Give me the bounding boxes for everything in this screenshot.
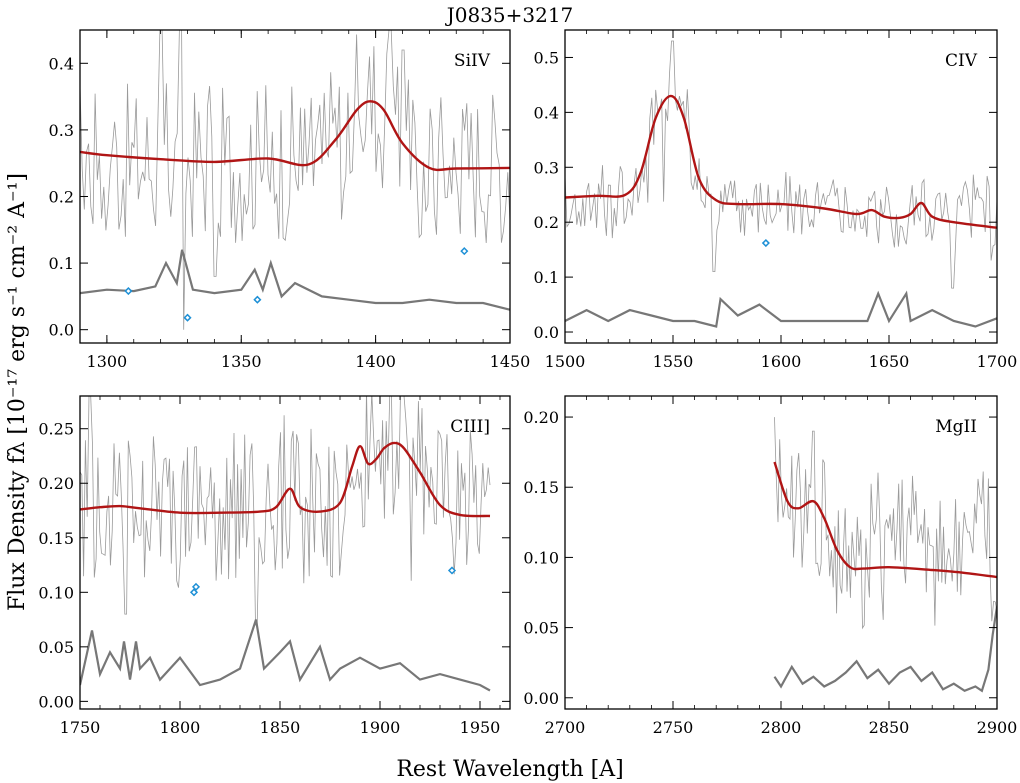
observed-spectrum	[80, 396, 491, 626]
panel-ciii: 1750 1800 1850 1900 1950 0.00 0.05 0.10 0.15 0.20…	[38, 395, 511, 737]
x-tick-label: 2850	[869, 718, 910, 737]
x-tick-label: 2700	[545, 718, 586, 737]
x-tick-label: 1650	[869, 352, 910, 371]
panel-siiv: 1300 1350 1400 1450 0.0 0.1 0.2 0.3 0.4 SiIV	[49, 29, 531, 371]
observed-spectrum	[774, 417, 997, 630]
panel-frame	[564, 29, 998, 344]
x-tick-label: 1400	[355, 352, 396, 371]
absorption-marker	[460, 247, 469, 256]
plot-area	[80, 30, 510, 330]
y-tick-label: 0.2	[534, 213, 559, 232]
x-tick-label: 1300	[87, 352, 128, 371]
y-tick-label: 0.00	[523, 689, 559, 708]
x-tick-label: 1950	[460, 718, 501, 737]
error-spectrum	[773, 606, 997, 693]
panel-label: SiIV	[454, 51, 491, 71]
y-tick-label: 0.3	[534, 158, 559, 177]
x-tick-label: 2750	[653, 718, 694, 737]
y-tick-label: 0.2	[49, 187, 74, 206]
y-tick-label: 0.0	[534, 323, 559, 342]
y-tick-label: 0.05	[523, 619, 559, 638]
model-fit	[80, 441, 491, 518]
panel-frame	[79, 29, 511, 344]
x-tick-label: 2900	[977, 718, 1018, 737]
x-tick-label: 1700	[977, 352, 1018, 371]
y-axis-label: Flux Density fλ [10⁻¹⁷ erg s⁻¹ cm⁻² A⁻¹]	[5, 173, 30, 611]
y-tick-label: 0.10	[523, 548, 559, 567]
model-fit	[773, 461, 997, 579]
panel-label: CIV	[945, 51, 978, 71]
absorption-marker	[189, 588, 199, 597]
y-tick-label: 0.00	[38, 692, 74, 711]
y-tick-label: 0.1	[49, 254, 74, 273]
x-tick-label: 1800	[160, 718, 201, 737]
error-spectrum	[565, 290, 997, 328]
model-fit	[565, 94, 997, 229]
panel-label: CIII]	[450, 417, 490, 437]
plot-area	[565, 40, 997, 328]
absorption-marker	[183, 313, 192, 322]
panel-label: MgII	[935, 417, 977, 437]
absorption-marker	[124, 286, 133, 296]
panel-frame	[564, 395, 998, 710]
observed-spectrum	[565, 40, 997, 289]
panel-mgii: 2700 2750 2800 2850 2900 0.00 0.05 0.10 0.15 0.20…	[523, 395, 1018, 737]
panel-frame	[79, 395, 511, 710]
plot-area	[773, 417, 997, 693]
absorption-marker	[447, 566, 457, 575]
panel-civ: 1500 1550 1600 1650 1700 0.0 0.1 0.2 0.3 0.4 0.5 CI…	[534, 29, 1018, 371]
x-tick-label: 1450	[490, 352, 531, 371]
x-axis-label: Rest Wavelength [A]	[396, 757, 623, 782]
error-spectrum	[80, 249, 510, 311]
x-tick-label: 1850	[260, 718, 301, 737]
x-tick-label: 1500	[545, 352, 586, 371]
y-tick-label: 0.15	[523, 478, 559, 497]
absorption-marker	[253, 295, 262, 304]
y-tick-label: 0.05	[38, 638, 74, 657]
y-tick-label: 0.20	[523, 408, 559, 427]
plot-area	[80, 396, 491, 692]
y-tick-label: 0.4	[534, 103, 559, 122]
x-tick-label: 1350	[221, 352, 262, 371]
absorption-marker	[191, 582, 201, 591]
y-tick-label: 0.20	[38, 474, 74, 493]
observed-spectrum	[80, 30, 510, 330]
x-tick-label: 1600	[761, 352, 802, 371]
x-tick-label: 1900	[360, 718, 401, 737]
y-tick-label: 0.15	[38, 529, 74, 548]
absorption-marker	[761, 238, 770, 248]
y-tick-label: 0.4	[49, 54, 74, 73]
x-tick-label: 1750	[60, 718, 101, 737]
x-tick-label: 1550	[653, 352, 694, 371]
y-tick-label: 0.0	[49, 321, 74, 340]
y-tick-label: 0.5	[534, 48, 559, 67]
error-spectrum	[80, 619, 491, 692]
model-fit	[80, 100, 510, 172]
y-tick-label: 0.3	[49, 121, 74, 140]
y-tick-label: 0.25	[38, 420, 74, 439]
figure-title: J0835+3217	[445, 3, 574, 27]
x-tick-label: 2800	[761, 718, 802, 737]
y-tick-label: 0.10	[38, 583, 74, 602]
y-tick-label: 0.1	[534, 268, 559, 287]
